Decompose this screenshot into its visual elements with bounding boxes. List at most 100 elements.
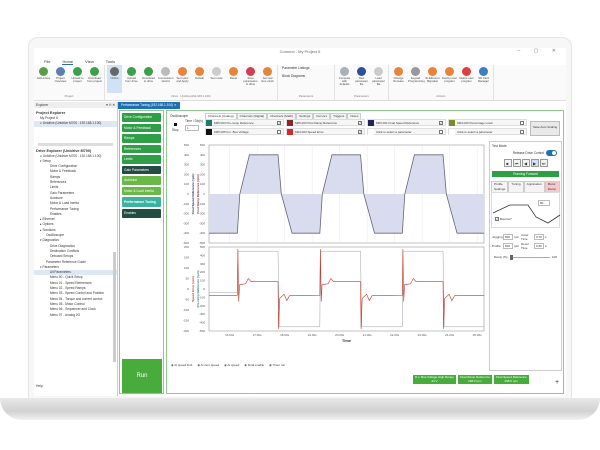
tree-item[interactable]: Gain Parameters — [50, 190, 75, 195]
readout-button[interactable]: Final Ramp Reference 298.0 rpm — [457, 375, 492, 385]
ribbon-button[interactable]: Project Overview — [53, 65, 68, 93]
test-tab[interactable]: Application — [523, 181, 545, 192]
menu-home[interactable]: Home — [62, 59, 74, 65]
menu-tools[interactable]: Tools — [105, 59, 116, 64]
autoscale-button[interactable]: Save Auto Scaling — [530, 121, 560, 136]
test-tab[interactable]: Motor Ramp — [544, 181, 560, 192]
ribbon-button[interactable]: Download from project — [87, 65, 102, 93]
ribbon-button[interactable]: SI-Ethernet Migration — [425, 65, 440, 93]
tree-item[interactable]: Enables — [50, 211, 62, 216]
tree-item[interactable]: Onboard Setups — [50, 254, 74, 259]
tree-item[interactable]: Performance Tuning — [50, 206, 79, 211]
tree-item[interactable]: References — [50, 180, 67, 185]
nav-button[interactable]: Drive Configuration — [122, 113, 161, 122]
add-readout-button[interactable]: + — [555, 379, 560, 386]
ribbon-list-button[interactable]: Parameter Listings — [282, 66, 310, 70]
ribbon-button[interactable]: Change firmware — [391, 65, 406, 93]
tree-item[interactable]: Menu 03 - Speed Control and Position — [50, 291, 105, 296]
tree-item[interactable]: All Parameters — [34, 270, 117, 276]
window-controls[interactable]: – ▢ ✕ — [517, 48, 562, 54]
damp-slider[interactable] — [509, 254, 550, 260]
skip-forward-button[interactable]: ⏭ — [539, 159, 548, 167]
nav-button[interactable]: Motor & Feedback — [122, 123, 161, 132]
channel-row[interactable]: Click to select a parameter — [448, 128, 527, 135]
tree-drive[interactable]: ● Unidrive (Unidrive M700 - 192.168.1.10… — [40, 153, 102, 158]
ribbon-button[interactable]: Add drives — [36, 65, 51, 93]
scope-tab[interactable]: Channels (Math) — [267, 113, 297, 119]
help-link[interactable]: Help — [36, 384, 43, 388]
ribbon-button[interactable]: Set real time clock — [260, 65, 275, 93]
nav-button[interactable]: Limits — [122, 155, 161, 164]
profile-input[interactable]: 500 — [503, 243, 513, 249]
channel-row[interactable]: M05.003 Post Ramp Reference ✓ — [286, 119, 365, 126]
nav-button[interactable]: Performance Tuning — [122, 197, 161, 207]
channel-checkbox[interactable] — [520, 120, 524, 125]
ribbon-button[interactable]: Deploy user program — [442, 65, 457, 93]
tree-item[interactable]: Limits — [50, 185, 59, 190]
channel-row[interactable]: Click to select a parameter — [367, 128, 446, 135]
time-div-input[interactable]: 1 — [185, 125, 199, 131]
nav-button[interactable]: Motor & Load Inertia — [122, 186, 161, 195]
ribbon-button[interactable]: Default — [192, 65, 207, 93]
readout-button[interactable]: D.c. Bus Voltage High Range 44 V — [413, 375, 456, 385]
release-drive-toggle[interactable] — [546, 150, 557, 156]
tree-item[interactable]: Oscilloscope — [46, 233, 65, 238]
nav-button[interactable]: Autotune — [122, 176, 161, 185]
test-tab[interactable]: Tuning — [508, 181, 524, 192]
ribbon-button[interactable]: Load parameter file — [371, 65, 386, 93]
tree-project-drive[interactable]: ● Unidrive (Unidrive M700 - 192.168.1.10… — [34, 121, 117, 127]
jogging-input[interactable]: 500 — [503, 234, 513, 240]
tree-item[interactable]: Parameter Reference Guide — [46, 259, 86, 264]
stop-button[interactable]: ■ — [503, 159, 512, 167]
project-scrollbar[interactable] — [38, 142, 113, 146]
profile-value-input[interactable]: 50 — [538, 200, 550, 206]
tree-item[interactable]: Menu 04 - Torque and current control — [50, 296, 103, 301]
ribbon-button[interactable]: Set motor and Apply — [175, 65, 190, 93]
tree-item[interactable]: ▸ Solutions — [40, 227, 56, 232]
channel-row[interactable]: M03.001 Final Speed Reference ✓ — [367, 119, 446, 126]
explorer-controls[interactable]: ▾ ⊓ ✕ — [106, 103, 115, 107]
tree-item[interactable]: Menu 00 - Quick Setup — [50, 275, 83, 280]
tree-item[interactable]: Menu 02 - Speed Ramps — [50, 286, 86, 291]
tree-item[interactable]: Drive Diagnostics — [50, 243, 75, 248]
nav-button[interactable]: Enables — [122, 209, 161, 218]
ribbon-button[interactable]: Upload from drive — [124, 65, 139, 93]
ribbon-button[interactable]: Delete user program — [459, 65, 474, 93]
skip-back-button[interactable]: ⏮ — [512, 159, 521, 167]
stop-icon[interactable] — [174, 123, 177, 126]
tree-item[interactable]: ▸ Ethernet — [40, 217, 55, 222]
ribbon-button[interactable]: Online — [107, 65, 122, 93]
tree-item[interactable]: Drive Configuration — [50, 164, 78, 169]
tree-item[interactable]: Motor & Feedback — [50, 169, 77, 174]
nav-button[interactable]: Ramps — [122, 134, 161, 143]
channel-checkbox[interactable] — [277, 129, 281, 134]
tab-performance-tuning[interactable]: Performance Tuning (192.168.1.100) ✕ — [118, 102, 180, 109]
decel-input[interactable]: 0.80 — [534, 243, 544, 249]
nav-button[interactable]: Gain Parameters — [122, 165, 161, 174]
accel-input[interactable]: 0.70 — [534, 234, 544, 240]
tree-scrollbar[interactable] — [113, 252, 116, 362]
nav-button[interactable]: References — [122, 144, 161, 153]
channel-checkbox[interactable] — [439, 129, 443, 134]
ribbon-button[interactable]: Compare with defaults — [337, 65, 352, 93]
ribbon-button[interactable]: Save parameters to drive — [243, 65, 258, 93]
channel-checkbox[interactable] — [520, 129, 524, 134]
test-tab[interactable]: Profile Settings — [491, 181, 509, 192]
scope-tab[interactable]: Notes — [347, 113, 362, 119]
tree-item[interactable]: Motor & Load Inertia — [50, 201, 79, 206]
tree-item[interactable]: ▾ Diagnostics — [40, 238, 59, 243]
tree-item[interactable]: ▸ Options — [40, 222, 54, 227]
menu-view[interactable]: View — [85, 59, 94, 64]
ribbon-button[interactable]: Keypad Programming — [408, 65, 425, 93]
tree-item[interactable]: Menu 01 - Speed References — [50, 280, 92, 285]
ribbon-button[interactable]: Upload to project — [70, 65, 85, 93]
menu-file[interactable]: File — [44, 59, 51, 64]
channel-row[interactable]: M04.020 Percentage Load — [448, 119, 527, 126]
scope-tab[interactable]: Channels (Digital) — [236, 113, 268, 119]
bounce-checkbox[interactable]: ✓ — [495, 217, 499, 221]
step-back-button[interactable]: ◀ — [521, 159, 530, 167]
tree-item[interactable]: Destination Conflicts — [50, 248, 80, 253]
ribbon-list-button[interactable]: Block Diagrams — [282, 74, 306, 78]
play-button[interactable]: ▶ — [530, 159, 539, 167]
channel-row[interactable]: M05.003 Pre-ramp Reference ✓ — [205, 119, 284, 126]
